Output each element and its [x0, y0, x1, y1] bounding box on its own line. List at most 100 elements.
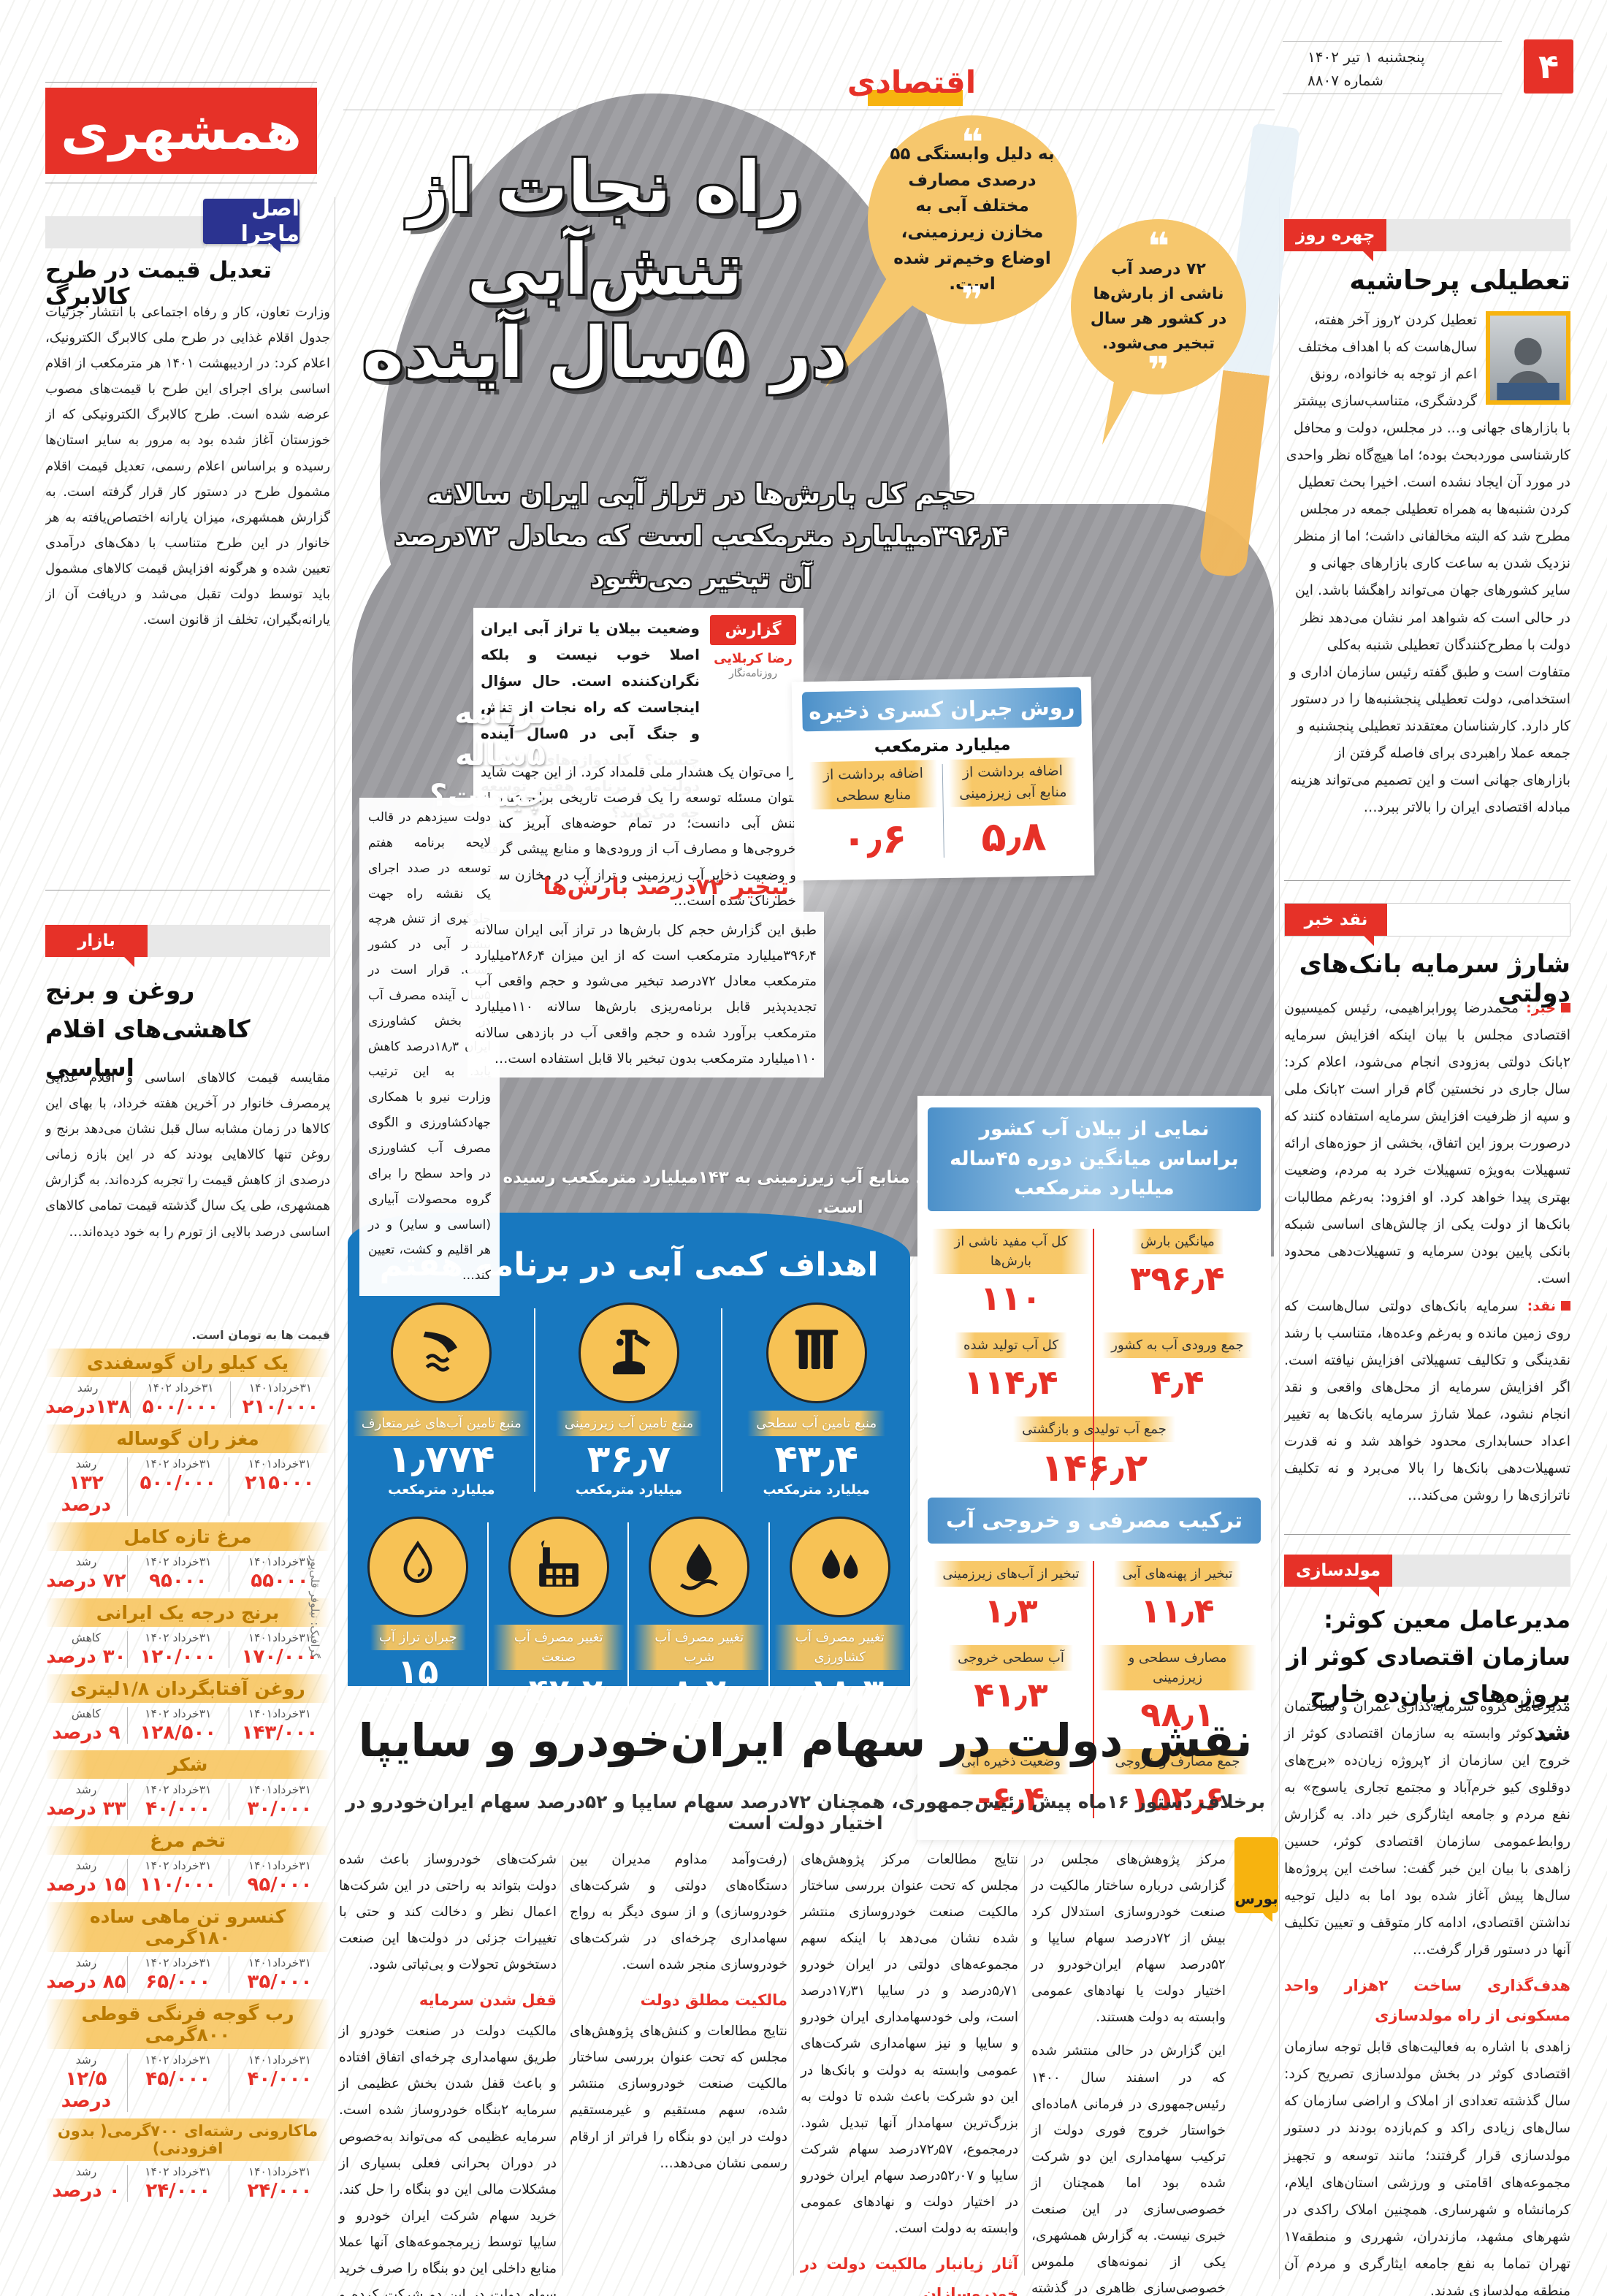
stat-cell: تبخیر از پهنه‌های آبی ۱۱٫۴ [1094, 1554, 1261, 1638]
price-change: رشد ۱۲/۵ درصد [45, 2053, 128, 2112]
panel-title: نمایی از بیلان آب کشور براساس میانگین دو… [928, 1107, 1261, 1211]
stat-cell: جمع ورودی آب به کشور ۴٫۴ [1094, 1325, 1261, 1409]
date: پنجشنبه ۱ تیر ۱۴۰۲ [1308, 48, 1425, 66]
bazar-article-title: روغن و برنج کاهشی‌های اقلام اساسی [45, 976, 251, 1082]
panel-title: روش جبران کسری ذخیره [801, 687, 1082, 732]
price-item: مغز ران گوساله ۳۱خرداد۱۴۰۱ ۲۱۵۰۰۰ ۳۱خرداد… [45, 1424, 330, 1516]
price-1401: ۳۱خرداد۱۴۰۱ ۴۰/۰۰۰ [247, 2053, 313, 2090]
price-note: قیمت ها به تومان است. [191, 1328, 330, 1342]
goal-item: جبران تراز آب ۱۵ میلیارد مترمکعب [348, 1517, 489, 1727]
well-pump-icon [579, 1303, 679, 1403]
mix-stats: تبخیر از پهنه‌های آبی ۱۱٫۴ تبخیر از آب‌ها… [928, 1554, 1261, 1826]
main-headline: راه نجات از تنش‌آبی در ۵سال آینده [362, 146, 847, 394]
reporter-role: روزنامه‌نگار [728, 668, 778, 679]
price-1402: ۳۱خرداد ۱۴۰۲ ۱۲۸/۵۰۰ [128, 1707, 229, 1744]
price-1401: ۳۱خرداد۱۴۰۱ ۱۴۳/۰۰۰ [241, 1707, 318, 1744]
price-1401: ۳۱خرداد۱۴۰۱ ۳۵/۰۰۰ [247, 1956, 313, 1993]
price-change: رشد ۷۲ درصد [45, 1555, 128, 1592]
main-subheadline: حجم کل بارش‌ها در تراز آبی ایران سالانه … [394, 478, 1009, 594]
kalabarg-article-title: تعدیل قیمت در طرح کالابرگ [45, 257, 272, 310]
price-item: ماکارونی رشته‌ای ۷۰۰گرمی( بدون افزودنی) … [45, 2118, 330, 2202]
report-badge-column: گزارش رضا کربلایی روزنامه‌نگار [710, 615, 796, 825]
weir-water-icon [391, 1303, 492, 1403]
price-1402: ۳۱خرداد ۱۴۰۲ ۵۰۰/۰۰۰ [128, 1457, 229, 1516]
divider [1093, 1228, 1094, 1490]
goals-row-1: منبع تامین آب سطحی ۴۳٫۴ میلیارد مترمکعب … [348, 1303, 910, 1498]
reporter-name: رضا کربلایی [714, 651, 793, 666]
column-divider [562, 1856, 563, 2276]
stock-subhead: قفل شدن سرمایه [419, 1991, 557, 2010]
face-article-body: تعطیل کردن ۲روز آخر هفته، سال‌هاست که با… [1286, 311, 1570, 815]
price-1402: ۳۱خرداد ۱۴۰۲ ۵۰۰/۰۰۰ [131, 1381, 232, 1418]
column-divider [1279, 197, 1280, 2279]
price-1401: ۳۱خرداد۱۴۰۱ ۲۱۵۰۰۰ [245, 1457, 315, 1494]
price-change: کاهش ۳۰ درصد [45, 1631, 128, 1668]
bazar-bar: بازار [45, 925, 330, 967]
bazar-tab: بازار [45, 925, 148, 967]
price-change: رشد ۸۵ درصد [45, 1956, 128, 1993]
mix-title: ترکیب مصرفی و خروجی آب [928, 1497, 1261, 1544]
drop-outline-icon [367, 1517, 469, 1618]
price-1402: ۳۱خرداد ۱۴۰۲ ۱۱۰/۰۰۰ [128, 1859, 229, 1896]
asl-majara-badge: اصل ماجرا [203, 196, 299, 253]
date-block: پنجشنبه ۱ تیر ۱۴۰۲ شماره ۸۸۰۷ [1308, 45, 1512, 92]
quote-icon: ❝ [961, 121, 984, 165]
asl-majara-bar [45, 216, 205, 248]
stat-cell: کل آب تولید شده ۱۱۴٫۴ [928, 1325, 1094, 1409]
bazar-article-body: مقایسه قیمت کالاهای اساسی و اقلام غذایی … [45, 1070, 330, 1240]
factory-icon [508, 1517, 609, 1618]
article-body: را می‌توان یک هشدار ملی قلمداد کرد. از ا… [473, 754, 804, 920]
stock-article-headline: نقش دولت در سهام ایران‌خودرو و سایپا [358, 1714, 1253, 1767]
moladsazi-bar: مولدسازی [1284, 1555, 1570, 1597]
dam-icon [766, 1303, 867, 1403]
drop-ripple-icon [649, 1517, 750, 1618]
bank-article-title: شارژ سرمایه بانک‌های دولتی [1299, 950, 1570, 1008]
price-1402: ۳۱خرداد ۱۴۰۲ ۶۵/۰۰۰ [128, 1956, 229, 1993]
stat-cell: اضافه برداشت از منابع سطحی ۰٫۶ [804, 760, 944, 864]
stat-cell: آب سطحی خروجی ۴۱٫۳ [928, 1638, 1094, 1742]
water-balance-panel: نمایی از بیلان آب کشور براساس میانگین دو… [917, 1096, 1271, 1840]
evaporation-section-title: تبخیر ۷۲درصد بارش‌ها [543, 874, 789, 900]
rule [1284, 1534, 1570, 1535]
balance-stats: میانگین بارش ۳۹۶٫۴ کل آب مفید ناشی از بار… [928, 1221, 1261, 1498]
price-item: برنج درجه یک ایرانی ۳۱خرداد۱۴۰۱ ۱۷۰/۰۰۰ ۳… [45, 1598, 330, 1668]
panel-cells: اضافه برداشت از منابع آبی زیرزمینی ۵٫۸ ا… [804, 757, 1084, 865]
price-1401: ۳۱خرداد۱۴۰۱ ۲۴/۰۰۰ [247, 2165, 313, 2202]
stock-subhead: آثار زیانبار مالکیت دولت در خودروسازان [801, 2254, 1018, 2296]
goal-item: تغییر مصرف آب صنعت -۴۷٫۲ درصد [489, 1517, 630, 1727]
price-1401: ۳۱خرداد۱۴۰۱ ۳۰/۰۰۰ [247, 1783, 313, 1820]
quote-icon: ❞ [1147, 349, 1170, 393]
quote-bubble-1: ❝ به دلیل وابستگی ۵۵ درصدی مصارف مختلف آ… [868, 115, 1077, 324]
stat-cell: کل آب مفید ناشی از بارش‌ها ۱۱۰ [928, 1221, 1094, 1325]
bank-article-body: خبر: محمدرضا پورابراهیمی، رئیس کمیسیون ا… [1284, 1000, 1570, 1503]
kowsar-subhead: هدف‌گذاری ساخت ۲هزار واحد مسکونی از راه … [1284, 1977, 1570, 2025]
price-1402: ۳۱خرداد ۱۴۰۲ ۴۵/۰۰۰ [128, 2053, 229, 2112]
plan-section-title: برنامه ۵ساله چیست؟ [430, 695, 546, 814]
moladsazi-tab: مولدسازی [1284, 1555, 1393, 1597]
section-title: اقتصادی [847, 64, 977, 100]
goal-item: تغییر مصرف آب شرب ۸٫۲ درصد [629, 1517, 770, 1727]
yellow-underline [868, 90, 963, 106]
goal-item: تغییر مصرف آب کشاورزی -۱۸٫۳ درصد [770, 1517, 911, 1727]
stat-cell: مصارف سطحی و زیرزمینی ۹۸٫۱ [1094, 1638, 1261, 1742]
price-item: شکر ۳۱خرداد۱۴۰۱ ۳۰/۰۰۰ ۳۱خرداد ۱۴۰۲ ۴۰/۰۰۰… [45, 1750, 330, 1820]
price-change: رشد ۱۳۸درصد [45, 1381, 131, 1418]
face-of-day-bar: چهره روز [1284, 219, 1570, 262]
price-change: رشد ۳۳ درصد [45, 1783, 128, 1820]
price-table: یک کیلو ران گوسفندی ۳۱خرداد۱۴۰۱ ۲۱۰/۰۰۰ ۳… [45, 1349, 330, 2208]
face-article-title: تعطیلی پرحاشیه [1349, 264, 1570, 296]
price-1401: ۳۱خرداد۱۴۰۱ ۱۷۰/۰۰۰ [241, 1631, 318, 1668]
page-number: ۴ [1524, 39, 1573, 94]
reserve-deficit-panel: روش جبران کسری ذخیره میلیارد مترمکعب اضا… [791, 676, 1095, 881]
portrait-photo [1486, 311, 1570, 405]
quote-icon: ❝ [1147, 225, 1170, 269]
kowsar-article-body: مدیرعامل گروه سرمایه‌گذاری عمران و ساختم… [1284, 1698, 1570, 2296]
kalabarg-article-body: وزارت تعاون، کار و رفاه اجتماعی با انتشا… [45, 305, 330, 628]
bourse-tab: بورس [1234, 1837, 1278, 1922]
stock-column-3: (رفت‌وآمد مداوم مدیران بین دستگاه‌های دو… [570, 1852, 787, 2171]
section-label: اقتصادی [839, 64, 985, 106]
stat-cell: اضافه برداشت از منابع آبی زیرزمینی ۵٫۸ [943, 757, 1084, 862]
price-item: روغن آفتابگردان ۱/۸لیتری ۳۱خرداد۱۴۰۱ ۱۴۳/… [45, 1674, 330, 1744]
price-item: یک کیلو ران گوسفندی ۳۱خرداد۱۴۰۱ ۲۱۰/۰۰۰ ۳… [45, 1349, 330, 1418]
